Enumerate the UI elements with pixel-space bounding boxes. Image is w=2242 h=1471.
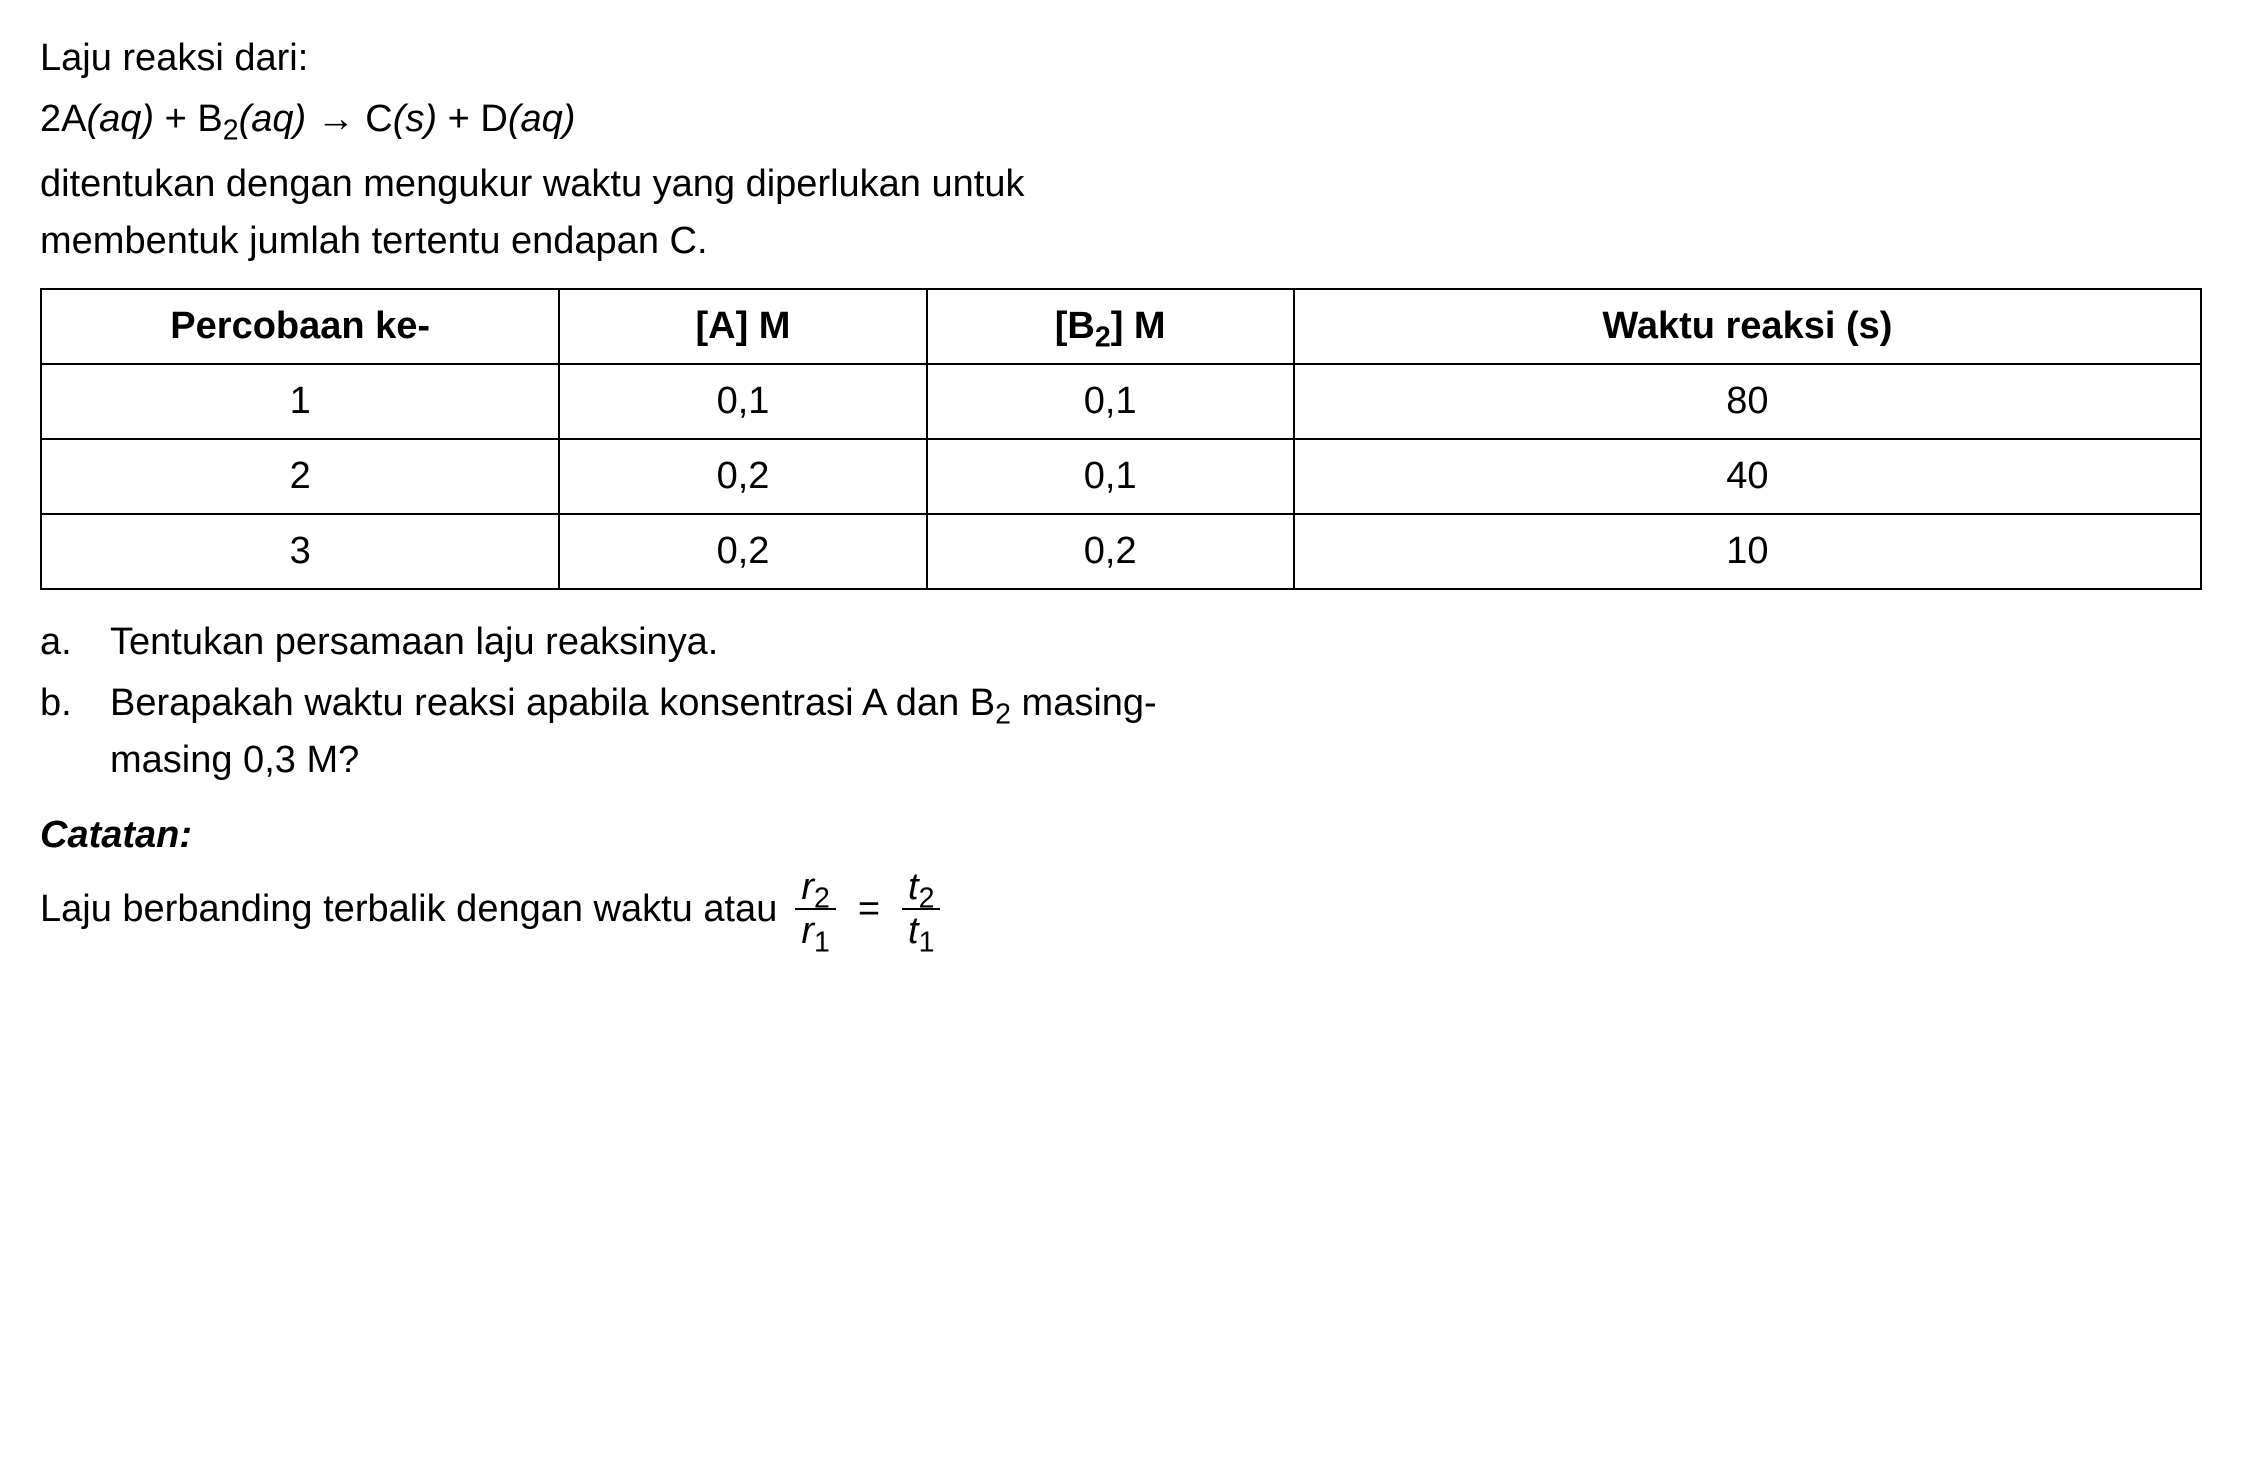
cell-r3-c4: 10 <box>1294 514 2201 589</box>
question-b-sub: 2 <box>995 699 1011 731</box>
question-b-text: Berapakah waktu reaksi apabila konsentra… <box>110 675 2202 789</box>
catatan-content: Laju berbanding terbalik dengan waktu at… <box>40 868 2202 950</box>
question-a: a. Tentukan persamaan laju reaksinya. <box>40 614 2202 671</box>
desc-line-1: ditentukan dengan mengukur waktu yang di… <box>40 163 1024 205</box>
cell-r3-c2: 0,2 <box>559 514 926 589</box>
frac2-num-base: t <box>908 866 919 908</box>
catatan-text: Laju berbanding terbalik dengan waktu at… <box>40 881 777 938</box>
rhs-term-2: D <box>480 98 507 140</box>
frac2-den-base: t <box>908 910 919 952</box>
question-b-line2: masing 0,3 M? <box>110 739 359 781</box>
frac1-den-sub: 1 <box>814 927 830 959</box>
cell-r2-c1: 2 <box>41 439 559 514</box>
lhs-term-2-sub: 2 <box>223 115 239 147</box>
frac2-num: t2 <box>902 868 940 910</box>
frac2-den-sub: 1 <box>919 927 935 959</box>
plus-2: + <box>437 98 480 140</box>
data-table: Percobaan ke- [A] M [B2] M Waktu reaksi … <box>40 288 2202 590</box>
header-col-3-pre: [B <box>1055 305 1095 347</box>
header-col-3: [B2] M <box>927 289 1294 364</box>
intro-text: Laju reaksi dari: <box>40 30 2202 87</box>
header-col-2: [A] M <box>559 289 926 364</box>
fraction-1: r2 r1 <box>795 868 836 950</box>
cell-r2-c2: 0,2 <box>559 439 926 514</box>
lhs-state-1: (aq) <box>86 98 154 140</box>
table-row: 3 0,2 0,2 10 <box>41 514 2201 589</box>
lhs-term-2-base: B <box>197 98 222 140</box>
lhs-state-2: (aq) <box>239 98 307 140</box>
header-col-1: Percobaan ke- <box>41 289 559 364</box>
cell-r2-c3: 0,1 <box>927 439 1294 514</box>
cell-r1-c1: 1 <box>41 364 559 439</box>
frac1-num: r2 <box>795 868 836 910</box>
table-row: 2 0,2 0,1 40 <box>41 439 2201 514</box>
marker-a: a. <box>40 614 110 671</box>
cell-r3-c1: 3 <box>41 514 559 589</box>
header-col-3-sub: 2 <box>1095 322 1111 354</box>
question-b: b. Berapakah waktu reaksi apabila konsen… <box>40 675 2202 789</box>
cell-r1-c3: 0,1 <box>927 364 1294 439</box>
table-header-row: Percobaan ke- [A] M [B2] M Waktu reaksi … <box>41 289 2201 364</box>
rhs-term-1: C <box>365 98 392 140</box>
rhs-state-1: (s) <box>393 98 437 140</box>
plus-1: + <box>154 98 197 140</box>
question-b-pre: Berapakah waktu reaksi apabila konsentra… <box>110 682 995 724</box>
catatan-label: Catatan: <box>40 807 2202 864</box>
cell-r1-c4: 80 <box>1294 364 2201 439</box>
equals-sign: = <box>858 881 880 938</box>
question-list: a. Tentukan persamaan laju reaksinya. b.… <box>40 614 2202 789</box>
frac2-den: t1 <box>902 910 940 950</box>
question-a-text: Tentukan persamaan laju reaksinya. <box>110 614 2202 671</box>
reaction-equation: 2A(aq) + B2(aq) → C(s) + D(aq) <box>40 91 2202 148</box>
desc-line-2: membentuk jumlah tertentu endapan C. <box>40 220 708 262</box>
fraction-2: t2 t1 <box>902 868 940 950</box>
lhs-term-1: 2A <box>40 98 86 140</box>
cell-r1-c2: 0,1 <box>559 364 926 439</box>
frac1-num-base: r <box>801 866 814 908</box>
description-text: ditentukan dengan mengukur waktu yang di… <box>40 156 2202 270</box>
question-b-post: masing- <box>1011 682 1157 724</box>
marker-b: b. <box>40 675 110 732</box>
table-row: 1 0,1 0,1 80 <box>41 364 2201 439</box>
cell-r2-c4: 40 <box>1294 439 2201 514</box>
frac1-den-base: r <box>801 910 814 952</box>
reaction-arrow: → <box>306 98 365 140</box>
cell-r3-c3: 0,2 <box>927 514 1294 589</box>
rhs-state-2: (aq) <box>508 98 576 140</box>
frac1-den: r1 <box>795 910 836 950</box>
header-col-4: Waktu reaksi (s) <box>1294 289 2201 364</box>
header-col-3-post: ] M <box>1111 305 1166 347</box>
